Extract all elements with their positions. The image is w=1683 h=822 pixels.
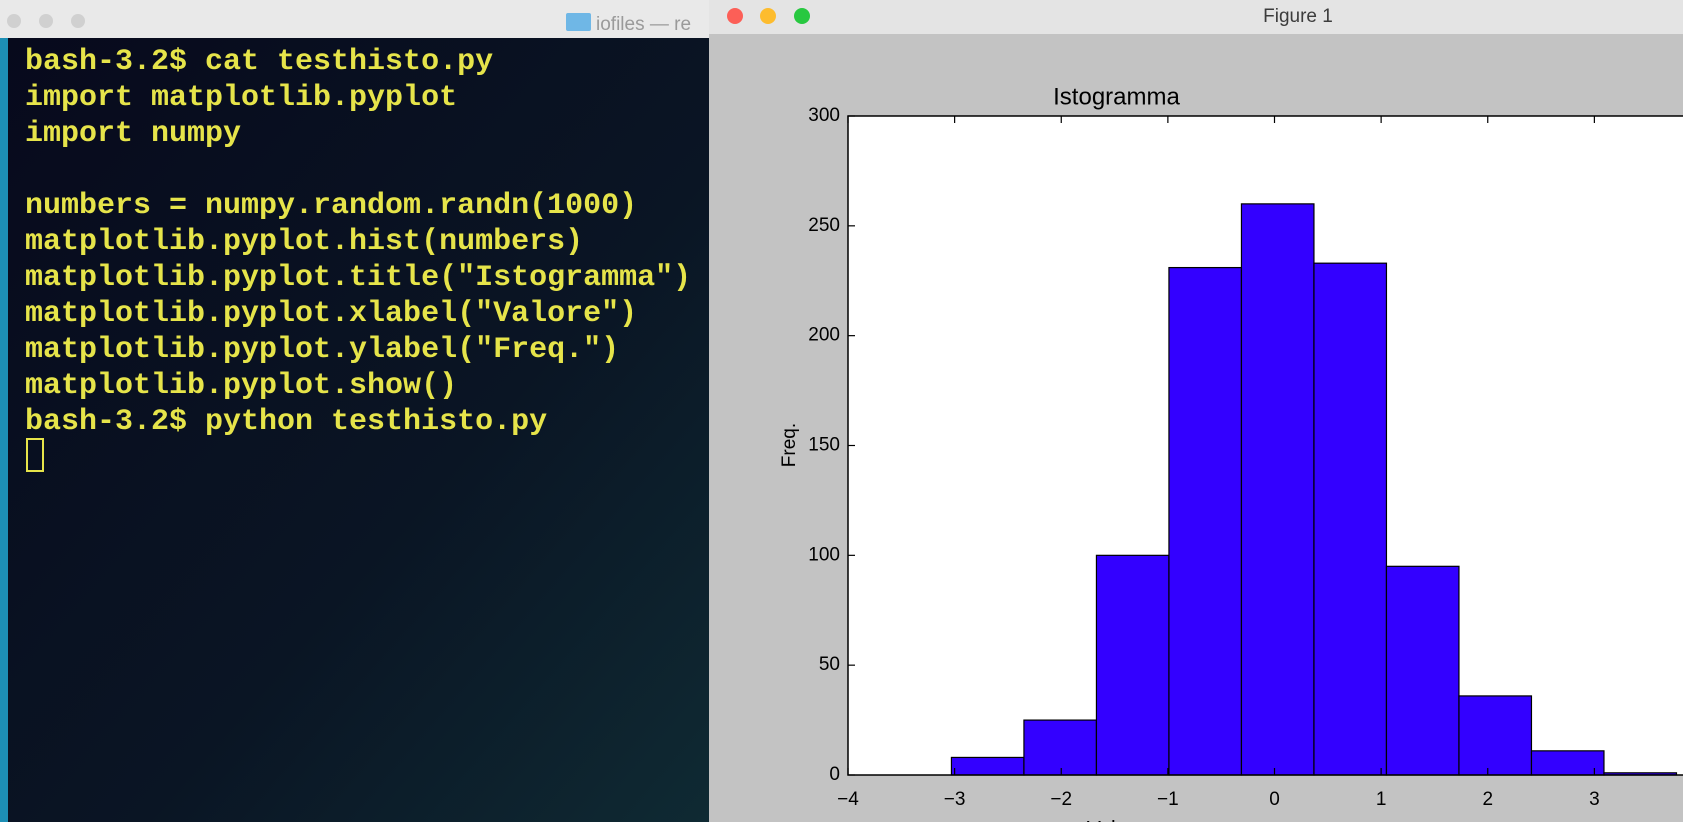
zoom-button[interactable]: [794, 8, 810, 24]
x-tick-label: −1: [1157, 789, 1179, 810]
terminal-line: import numpy: [25, 117, 241, 151]
histogram-bar: [1240, 203, 1315, 776]
x-tick-label: −3: [944, 789, 966, 810]
minimize-button[interactable]: [760, 8, 776, 24]
histogram-bar: [1458, 695, 1533, 776]
terminal-window: iofiles — re bash-3.2$ cat testhisto.pyi…: [0, 0, 712, 822]
terminal-line: matplotlib.pyplot.ylabel("Freq."): [25, 333, 619, 367]
histogram-bar: [950, 756, 1025, 776]
terminal-line: numbers = numpy.random.randn(1000): [25, 189, 637, 223]
plot: 0 50 100 150 200 250 300 −4 −3 −2 −1 0 1 2 3 Istogramma…: [779, 83, 1683, 822]
x-tick-label: 3: [1589, 789, 1600, 810]
histogram-bar: [1168, 266, 1243, 776]
x-tick-label: 1: [1376, 789, 1387, 810]
figure-titlebar: [709, 0, 1683, 34]
close-button[interactable]: [7, 14, 21, 28]
histogram-bar: [1385, 565, 1460, 776]
terminal-line: bash-3.2$ cat testhisto.py: [25, 45, 493, 79]
terminal-line: matplotlib.pyplot.title("Istogramma"): [25, 261, 691, 295]
close-button[interactable]: [727, 8, 743, 24]
terminal-line: matplotlib.pyplot.hist(numbers): [25, 225, 583, 259]
figure-title: Figure 1: [1263, 6, 1333, 27]
cursor: [26, 438, 44, 472]
chart-title: Istogramma: [1053, 83, 1180, 110]
minimize-button[interactable]: [39, 14, 53, 28]
y-tick-label: 100: [808, 544, 840, 565]
histogram-bar: [1313, 262, 1388, 776]
terminal-line: bash-3.2$ python testhisto.py: [25, 405, 547, 439]
figure-window: Figure 1 0 50 100 150 200 250 300 −4 −3 −2 −1 0 1 2 3 I…: [709, 0, 1683, 822]
terminal-line: import matplotlib.pyplot: [25, 81, 457, 115]
x-tick-label: 2: [1482, 789, 1493, 810]
y-tick-label: 200: [808, 325, 840, 346]
terminal-background: [0, 0, 712, 822]
x-tick-label: −2: [1050, 789, 1072, 810]
y-tick-label: 50: [819, 654, 840, 675]
y-tick-label: 300: [808, 105, 840, 126]
y-tick-label: 150: [808, 435, 840, 456]
x-tick-label: 0: [1269, 789, 1280, 810]
x-tick-label: −4: [837, 789, 859, 810]
y-tick-label: 0: [829, 764, 840, 785]
histogram-bar: [1095, 554, 1170, 776]
histogram-bar: [1530, 750, 1605, 776]
terminal-line: matplotlib.pyplot.show(): [25, 369, 457, 403]
zoom-button[interactable]: [71, 14, 85, 28]
y-tick-label: 250: [808, 215, 840, 236]
terminal-line: matplotlib.pyplot.xlabel("Valore"): [25, 297, 637, 331]
x-axis-label: Valore: [1087, 818, 1146, 822]
terminal-edge: [0, 38, 8, 822]
y-axis-label: Freq.: [779, 423, 800, 467]
folder-icon: [566, 13, 591, 31]
terminal-title: iofiles — re: [596, 14, 691, 35]
terminal-titlebar: [0, 0, 712, 38]
histogram-bar: [1023, 719, 1098, 776]
